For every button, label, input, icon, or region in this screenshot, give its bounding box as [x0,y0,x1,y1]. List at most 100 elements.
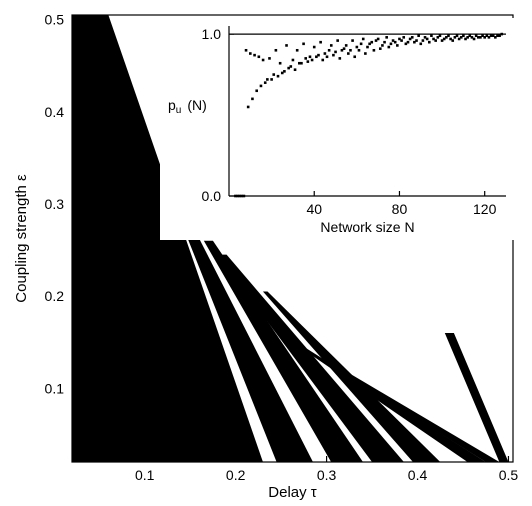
inset-data-point [319,41,322,44]
inset-data-point [339,57,342,60]
inset-data-point [289,65,292,68]
inset-x-tick-label: 80 [392,201,408,217]
inset-data-point [313,46,316,49]
inset-data-point [245,49,248,52]
inset-data-point [394,41,397,44]
inset-data-point [279,62,282,65]
inset-data-point [255,89,258,92]
inset-data-point [336,39,339,42]
x-tick-label: 0.1 [135,467,155,483]
inset-data-point [321,59,324,62]
inset-data-point [415,39,418,42]
inset-data-point [302,43,305,46]
inset-x-tick-label: 120 [473,201,497,217]
y-tick-label: 0.4 [45,104,65,120]
inset-data-point [264,81,267,84]
inset-data-point [270,78,273,81]
inset-data-point [326,55,329,58]
inset-data-point [294,68,297,71]
inset-data-point [262,59,265,62]
inset-data-point [428,41,431,44]
inset-data-point [292,59,295,62]
inset-data-point [300,62,303,65]
inset-data-point [422,39,425,42]
inset-data-point [377,38,380,41]
inset-data-point [247,106,250,109]
inset-data-point [500,33,503,36]
y-tick-label: 0.5 [45,12,65,28]
inset-y-label-subscript: u [176,105,182,116]
inset-data-point [462,34,465,37]
inset-data-point [456,34,459,37]
inset-data-point [347,52,350,55]
inset-data-point [390,43,393,46]
inset-plot: 40 80 1200.01.0 Network size N pu (N) [160,18,520,240]
inset-data-point [334,51,337,54]
inset-data-point [330,44,333,47]
y-tick-label: 0.3 [45,196,65,212]
inset-data-point [400,39,403,42]
inset-data-point [426,38,429,41]
inset-data-point [407,41,410,44]
y-axis-label: Coupling strength ε [13,174,30,303]
inset-data-point [304,57,307,60]
inset-data-point [345,44,348,47]
x-tick-label: 0.3 [317,467,337,483]
inset-data-point [285,44,288,47]
inset-data-point [381,44,384,47]
inset-data-point [383,41,386,44]
inset-data-point [260,85,263,88]
inset-data-point [268,57,271,60]
inset-y-label-symbol: p [168,97,176,113]
inset-data-point [309,55,312,58]
inset-data-point [283,70,286,73]
inset-x-axis-label: Network size N [320,219,414,235]
inset-x-tick-label: 40 [306,201,322,217]
inset-data-point [272,73,275,76]
inset-data-point [417,34,420,37]
inset-data-point [251,98,254,101]
inset-data-point [419,43,422,46]
inset-data-point [360,43,363,46]
inset-data-point [332,54,335,57]
inset-data-point [439,34,442,37]
y-tick-label: 0.2 [45,288,65,304]
inset-data-point [258,55,261,58]
inset-data-point [349,49,352,52]
inset-data-point [277,75,280,78]
inset-data-point [373,49,376,52]
inset-data-point [402,36,405,39]
inset-data-point [266,78,269,81]
inset-data-point [296,49,299,52]
inset-data-point [370,41,373,44]
x-tick-label: 0.2 [226,467,246,483]
inset-data-point [356,46,359,49]
inset-data-point [385,36,388,39]
inset-data-point [411,36,414,39]
inset-data-point [447,34,450,37]
inset-data-point [366,46,369,49]
inset-data-point [379,47,382,50]
inset-data-point [351,39,354,42]
x-tick-label: 0.5 [499,467,519,483]
inset-data-point [275,49,278,52]
y-tick-label: 0.1 [45,380,65,396]
inset-data-point [307,60,310,63]
inset-data-point [430,34,433,37]
inset-data-point [253,54,256,57]
inset-background [160,18,520,240]
inset-data-point [328,49,331,52]
inset-y-tick-label: 1.0 [202,26,222,42]
inset-data-point [311,59,314,62]
inset-data-point [434,39,437,42]
inset-data-point [388,46,391,49]
x-axis-label: Delay τ [268,484,317,501]
x-tick-label: 0.4 [408,467,428,483]
inset-data-point [358,49,361,52]
inset-y-label-suffix: (N) [187,97,206,113]
inset-data-point [362,38,365,41]
inset-data-point [353,55,356,58]
inset-data-point [343,47,346,50]
inset-data-point [473,38,476,41]
